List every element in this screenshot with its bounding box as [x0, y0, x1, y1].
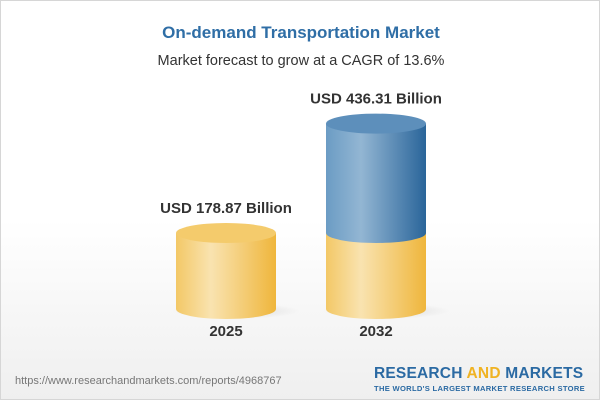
cylinder-body-base [326, 233, 426, 319]
source-url[interactable]: https://www.researchandmarkets.com/repor… [15, 375, 282, 387]
cylinder-body-growth [326, 123, 426, 243]
data-label: USD 436.31 Billion [310, 91, 442, 108]
cylinder-top [176, 223, 276, 243]
x-tick-label: 2032 [359, 323, 392, 340]
data-label: USD 178.87 Billion [160, 200, 292, 217]
logo-word: MARKETS [505, 365, 584, 382]
logo-word: AND [466, 365, 501, 382]
research-and-markets-logo: RESEARCH AND MARKETS THE WORLD'S LARGEST… [374, 365, 585, 393]
chart-title: On-demand Transportation Market [162, 23, 440, 42]
logo-tagline: THE WORLD'S LARGEST MARKET RESEARCH STOR… [374, 384, 585, 393]
cylinder-body-base [176, 233, 276, 319]
cylinder-top [326, 113, 426, 134]
x-tick-label: 2025 [209, 323, 242, 340]
chart-subtitle: Market forecast to grow at a CAGR of 13.… [157, 53, 445, 69]
logo-word: RESEARCH [374, 365, 463, 382]
